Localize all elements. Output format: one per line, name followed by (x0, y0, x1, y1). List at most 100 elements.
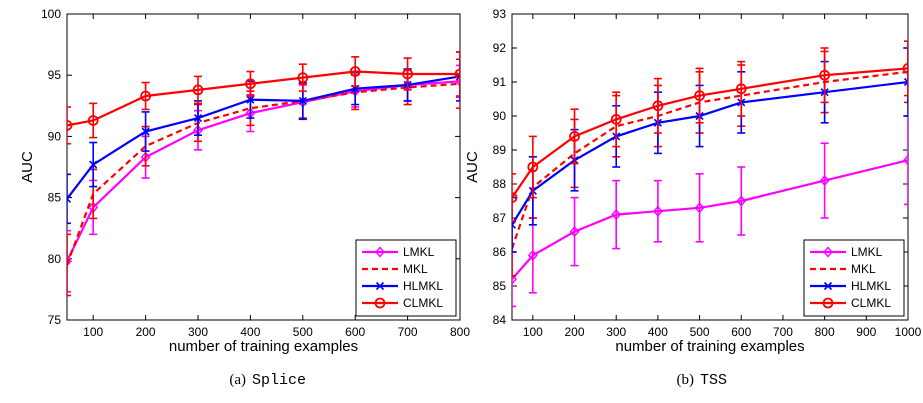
y-tick-label: 84 (493, 313, 507, 327)
x-tick-label: 900 (856, 325, 876, 339)
chart-panel-tss: 100 200 300 400 500 600 700 800 900 1000 84 85 86 87 8… (464, 7, 922, 355)
series-layer (67, 51, 460, 297)
y-tick-label: 100 (41, 7, 61, 21)
x-tick-label: 700 (773, 325, 793, 339)
data-point-clmkl (140, 90, 152, 102)
legend-label-mkl: MKL (403, 262, 428, 276)
x-tick-label: 700 (398, 325, 418, 339)
x-tick-label: 800 (450, 325, 470, 339)
data-point-clmkl (735, 83, 747, 95)
data-point-clmkl (569, 130, 580, 142)
y-tick-label: 87 (493, 211, 507, 225)
legend-label-clmkl: CLMKL (851, 296, 891, 310)
caption-dataset-b: TSS (700, 372, 727, 389)
x-tick-label: 1000 (895, 325, 922, 339)
data-point-hlmkl (67, 194, 72, 203)
legend-label-lmkl: LMKL (851, 245, 883, 259)
data-point-hlmkl (298, 96, 307, 105)
data-point-clmkl (694, 90, 705, 101)
x-tick-label: 200 (565, 325, 585, 339)
legend-marker-lmkl (823, 246, 833, 258)
x-tick-label: 400 (648, 325, 668, 339)
x-tick-label: 400 (240, 325, 260, 339)
data-point-clmkl (87, 115, 99, 126)
data-point-hlmkl (89, 160, 98, 169)
data-point-clmkl (349, 66, 361, 77)
y-tick-label: 93 (493, 7, 507, 21)
y-tick-label: 86 (493, 245, 507, 259)
y-tick-label: 88 (493, 177, 507, 191)
series-line-clmkl (67, 70, 460, 127)
x-axis-label: number of training examples (615, 338, 804, 355)
data-point-hlmkl (512, 220, 517, 229)
data-point-lmkl (694, 202, 705, 214)
data-point-hlmkl (903, 77, 908, 87)
y-tick-label: 75 (48, 313, 62, 327)
x-tick-label: 800 (815, 325, 835, 339)
y-tick-label: 89 (493, 143, 507, 157)
data-point-clmkl (402, 68, 414, 80)
y-tick-label: 85 (48, 191, 62, 205)
x-tick-label: 300 (188, 325, 208, 339)
x-tick-label: 300 (606, 325, 626, 339)
y-tick-label: 90 (48, 129, 62, 143)
x-tick-label: 600 (345, 325, 365, 339)
chart-panel-splice: 100 200 300 400 500 600 700 800 75 80 85 90 95 100 num… (19, 7, 470, 355)
data-point-lmkl (819, 175, 830, 187)
series-line-clmkl (512, 67, 908, 199)
legend: LMKL MKL HLMKL CLMKL (355, 239, 457, 317)
data-point-lmkl (903, 154, 908, 166)
data-point-clmkl (610, 114, 622, 125)
legend-label-clmkl: CLMKL (403, 296, 443, 310)
legend-label-mkl: MKL (851, 262, 876, 276)
data-point-clmkl (512, 192, 518, 203)
series-layer (512, 40, 908, 308)
data-point-clmkl (454, 68, 460, 80)
legend-label-hlmkl: HLMKL (403, 279, 443, 293)
x-tick-label: 200 (136, 325, 156, 339)
data-point-lmkl (736, 195, 747, 207)
data-point-hlmkl (193, 113, 203, 123)
data-point-clmkl (527, 161, 539, 173)
x-tick-label: 500 (690, 325, 710, 339)
data-point-hlmkl (141, 127, 150, 136)
data-point-clmkl (297, 72, 309, 84)
caption-label-a: (a) (229, 372, 246, 388)
data-point-clmkl (902, 63, 908, 74)
y-tick-label: 90 (493, 109, 507, 123)
legend-marker-hlmkl (823, 281, 833, 291)
y-tick-label: 91 (493, 75, 507, 89)
data-point-clmkl (192, 84, 204, 96)
data-point-clmkl (819, 69, 831, 81)
y-tick-label: 92 (493, 41, 507, 55)
y-axis-label: AUC (464, 151, 481, 183)
data-point-lmkl (527, 249, 538, 261)
x-tick-label: 100 (523, 325, 543, 339)
legend-marker-lmkl (375, 246, 385, 258)
data-point-lmkl (512, 273, 517, 285)
data-point-clmkl (67, 119, 73, 131)
data-point-hlmkl (246, 95, 255, 104)
legend-marker-clmkl (822, 297, 834, 309)
legend: LMKL MKL HLMKL CLMKL (803, 239, 905, 317)
series-line-lmkl (512, 159, 908, 280)
y-tick-label: 95 (48, 68, 62, 82)
data-point-clmkl (652, 100, 664, 112)
data-point-lmkl (652, 205, 663, 217)
legend-marker-clmkl (374, 297, 386, 309)
y-tick-label: 80 (48, 252, 62, 266)
data-point-clmkl (244, 78, 256, 90)
x-tick-label: 500 (293, 325, 313, 339)
x-axis-label: number of training examples (169, 338, 358, 355)
legend-marker-hlmkl (375, 281, 385, 291)
legend-label-hlmkl: HLMKL (851, 279, 891, 293)
caption-label-b: (b) (677, 372, 695, 388)
x-tick-label: 600 (731, 325, 751, 339)
y-tick-label: 85 (493, 279, 507, 293)
caption-dataset-a: Splice (252, 372, 306, 389)
data-point-lmkl (611, 209, 622, 221)
data-point-lmkl (569, 226, 580, 238)
x-tick-label: 100 (83, 325, 103, 339)
legend-label-lmkl: LMKL (403, 245, 435, 259)
